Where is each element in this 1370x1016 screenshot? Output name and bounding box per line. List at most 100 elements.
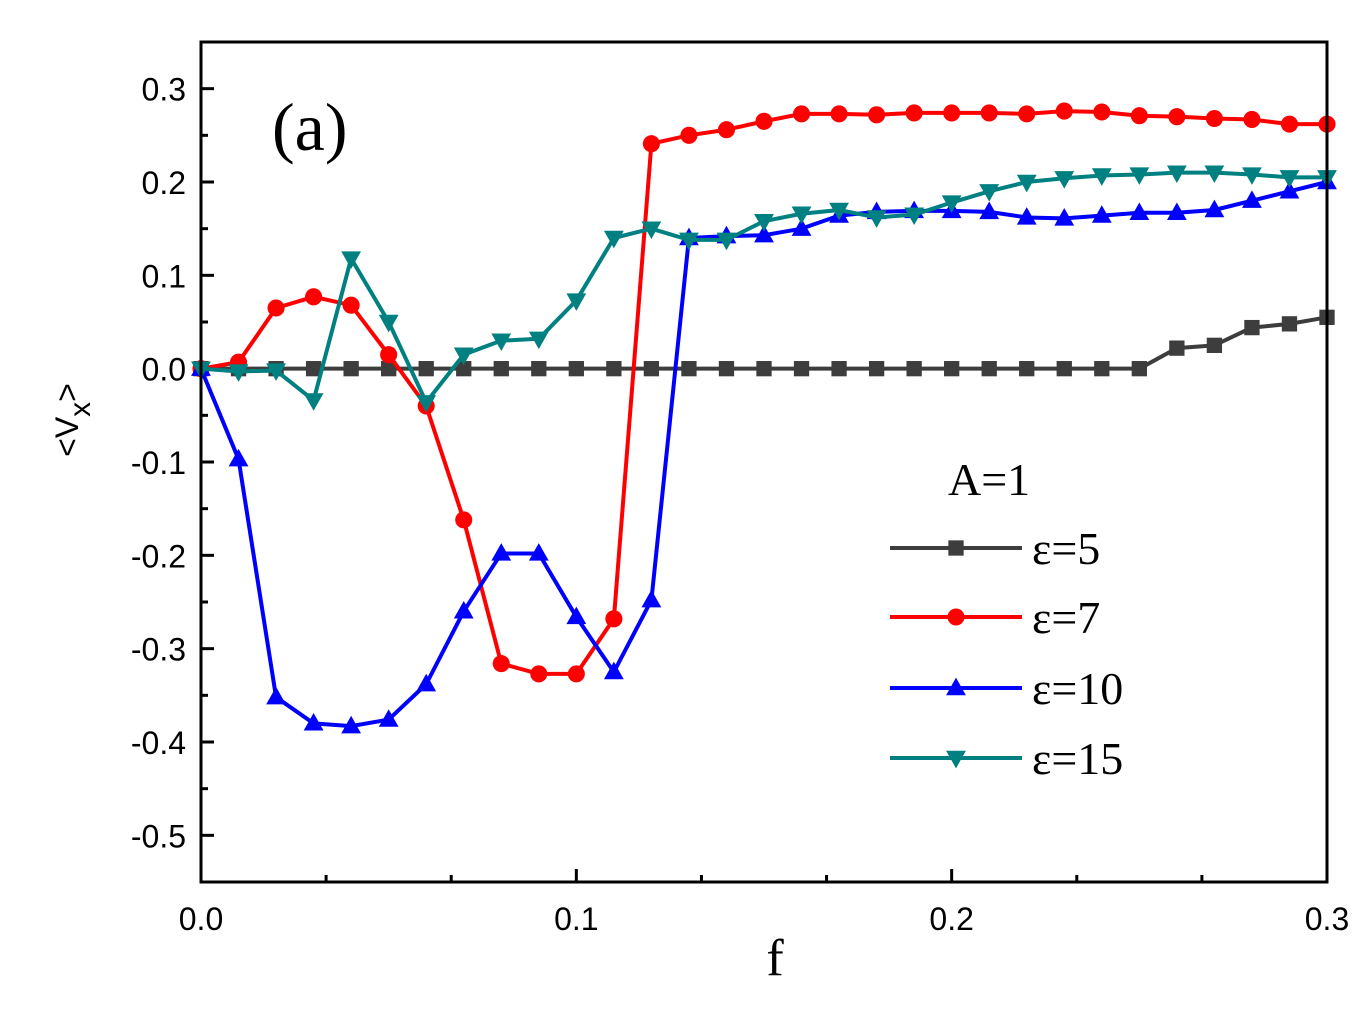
y-axis-label-sub: x [64,402,97,417]
data-point [493,361,509,377]
x-axis-label: f [766,930,784,987]
data-point [1281,316,1298,332]
y-tick-label: 0.2 [142,165,186,201]
data-point [641,589,662,608]
data-point [378,314,399,333]
tick-labels: 0.0 0.1 0.2 0.3 0.3 0.2 0.1 0.0 -0.1 -0.2 -0.3 -0.4… [131,72,1349,937]
data-point [1129,167,1150,185]
legend-label: ε=7 [1032,592,1100,643]
data-point [979,201,1000,220]
data-point [831,361,847,377]
y-axis-label-close: > [49,383,85,402]
data-point [1242,167,1262,185]
data-point [868,361,885,377]
legend-label: ε=5 [1032,523,1100,574]
data-point [1131,361,1147,377]
data-point [906,361,922,377]
data-point [1204,165,1225,184]
data-point [1169,340,1185,356]
legend-marker [947,608,965,626]
data-point [792,105,811,123]
data-point [830,105,848,123]
data-point [603,661,624,680]
data-point [266,686,286,705]
data-point [756,361,772,377]
legend-entry: ε=10 [890,663,1123,714]
legend-entry: ε=5 [890,523,1100,574]
series-3 [191,171,1337,734]
data-point [904,207,925,226]
panel-label: (a) [272,89,347,165]
x-tick-label: 0.0 [179,901,223,937]
data-point [1016,207,1037,225]
data-point [1166,165,1187,184]
data-point [829,202,849,221]
data-point [1056,361,1072,377]
data-point [1019,361,1035,377]
data-point [416,673,437,692]
data-point [341,251,362,269]
series-2 [192,102,1336,683]
y-tick-label: -0.3 [131,632,186,668]
svg-text:<Vx>: <Vx> [49,383,97,457]
data-point [381,361,397,377]
data-point [791,218,812,236]
data-point [1094,361,1110,377]
data-point [380,346,398,364]
data-point [1093,103,1111,121]
data-point [718,361,735,377]
data-point [716,232,737,251]
data-point [1280,115,1299,133]
series-line [201,315,1328,371]
data-point [228,364,249,382]
data-point [305,361,322,377]
data-point [528,543,549,561]
data-point [1129,202,1150,220]
data-point [567,665,585,683]
data-point [1242,190,1262,208]
legend-marker [946,750,966,769]
data-point [1166,202,1187,220]
data-point [303,393,324,411]
data-point [305,288,323,306]
y-axis-label-main: <V [49,416,85,457]
data-point [453,347,474,366]
data-point [680,126,698,144]
data-point [228,448,249,467]
legend-label: ε=10 [1032,663,1123,714]
data-point [944,361,960,377]
data-point [455,511,473,529]
data-point [1054,171,1075,189]
data-point [568,361,584,377]
data-point [491,333,512,352]
series-1 [193,309,1335,377]
plot-series [191,102,1337,734]
data-point [267,299,285,317]
data-point [981,361,997,377]
data-point [1279,170,1300,188]
data-point [1091,168,1112,186]
legend-marker [946,677,966,696]
data-point [643,361,660,377]
data-point [566,293,587,311]
data-point [1055,102,1073,120]
data-point [1130,107,1148,125]
data-point [606,361,622,377]
data-point [342,296,360,314]
axis-ticks [199,40,1329,884]
plot-frame [199,40,1329,884]
data-point [530,665,548,683]
y-tick-label: -0.5 [131,818,186,854]
data-point [943,104,961,122]
data-point [641,221,662,240]
data-point [941,195,962,213]
y-tick-label: -0.4 [131,725,186,761]
y-tick-label: 0.3 [142,72,186,108]
data-point [566,606,587,625]
data-point [980,104,998,122]
data-point [1018,105,1036,123]
data-point [905,104,923,122]
data-point [531,361,547,377]
y-axis-label: <Vx> [49,383,97,457]
